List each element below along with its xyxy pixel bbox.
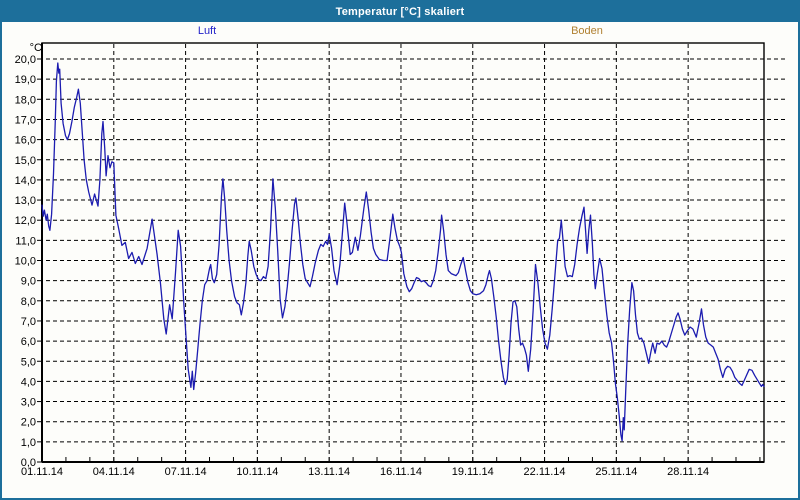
svg-text:11,0: 11,0 — [15, 235, 36, 247]
svg-text:01.11.14: 01.11.14 — [21, 466, 63, 478]
svg-text:6,0: 6,0 — [21, 336, 36, 348]
svg-text:16,0: 16,0 — [15, 135, 36, 147]
svg-text:4,0: 4,0 — [21, 376, 36, 388]
title-bar: Temperatur [°C] skaliert — [2, 2, 798, 22]
window-title: Temperatur [°C] skaliert — [335, 6, 465, 18]
svg-text:28.11.14: 28.11.14 — [667, 466, 709, 478]
legend-item-luft[interactable]: Luft — [197, 25, 217, 37]
series-luft — [41, 62, 765, 442]
legend-item-boden[interactable]: Boden — [571, 25, 603, 37]
svg-text:3,0: 3,0 — [21, 397, 36, 409]
svg-text:2,0: 2,0 — [21, 417, 36, 429]
svg-text:16.11.14: 16.11.14 — [380, 466, 422, 478]
svg-text:17,0: 17,0 — [15, 114, 36, 126]
x-minor-ticks — [41, 457, 761, 461]
y-axis-unit: °C — [30, 42, 42, 54]
svg-text:10.11.14: 10.11.14 — [236, 466, 278, 478]
plot-frame — [41, 42, 765, 463]
svg-text:13,0: 13,0 — [15, 195, 36, 207]
svg-text:14,0: 14,0 — [15, 175, 36, 187]
svg-text:19,0: 19,0 — [15, 74, 36, 86]
svg-text:07.11.14: 07.11.14 — [165, 466, 207, 478]
svg-text:12,0: 12,0 — [15, 215, 36, 227]
svg-text:25.11.14: 25.11.14 — [595, 466, 637, 478]
svg-text:10,0: 10,0 — [15, 256, 36, 268]
y-gridlines — [46, 58, 788, 443]
svg-text:13.11.14: 13.11.14 — [308, 466, 350, 478]
svg-text:1,0: 1,0 — [21, 437, 36, 449]
svg-text:19.11.14: 19.11.14 — [452, 466, 494, 478]
svg-text:15,0: 15,0 — [15, 155, 36, 167]
y-axis-labels: 0,0 1,0 2,0 3,0 4,0 5,0 6,0 7,0 8,0 9,0 10,0 11,0 12… — [15, 42, 42, 469]
svg-text:8,0: 8,0 — [21, 296, 36, 308]
svg-text:18,0: 18,0 — [15, 94, 36, 106]
svg-text:7,0: 7,0 — [21, 316, 36, 328]
svg-text:9,0: 9,0 — [21, 276, 36, 288]
svg-text:20,0: 20,0 — [15, 54, 36, 66]
svg-text:5,0: 5,0 — [21, 356, 36, 368]
svg-text:0,0: 0,0 — [21, 457, 36, 469]
svg-text:04.11.14: 04.11.14 — [93, 466, 135, 478]
svg-text:22.11.14: 22.11.14 — [524, 466, 566, 478]
x-axis-labels: 01.11.14 04.11.14 07.11.14 10.11.14 13.11.14… — [21, 466, 709, 478]
